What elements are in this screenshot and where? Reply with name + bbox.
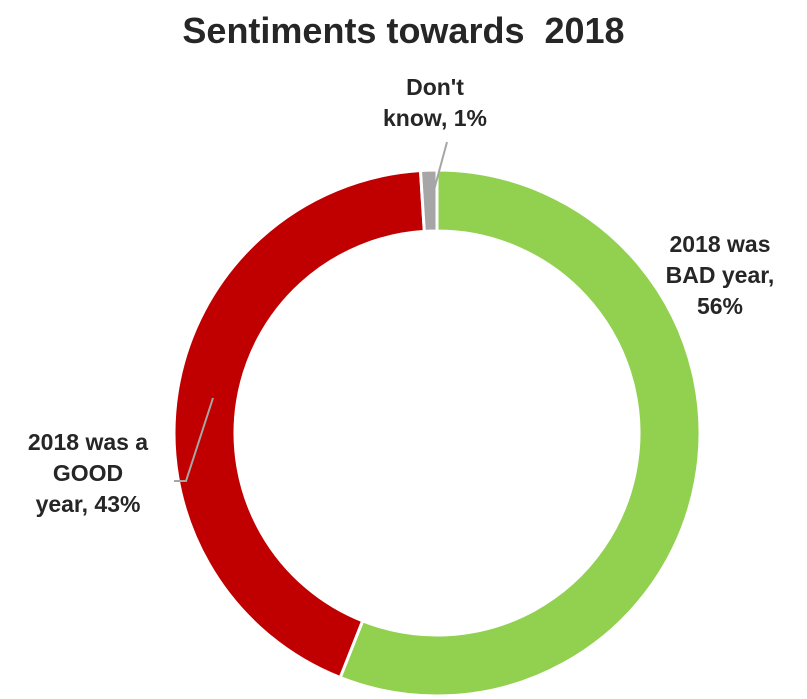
slice-label-line: 2018 was a [27, 429, 149, 455]
slice-dont-know [418, 168, 439, 233]
leader-line-dont-know [433, 141, 448, 191]
slice-label-line: year, 43% [35, 491, 141, 517]
leader-line-good-year [174, 397, 214, 482]
slice-label-line: 56% [696, 293, 744, 319]
chart-title: Sentiments towards 2018 [182, 10, 625, 51]
slice-label-bad-year: 2018 was BAD year, 56% [650, 229, 790, 322]
slice-label-line: BAD year, [665, 262, 775, 288]
slice-label-dont-know: Don't know, 1% [360, 72, 510, 134]
slice-label-line: know, 1% [383, 105, 487, 131]
slice-label-line: 2018 was [669, 231, 771, 257]
slice-good-year [172, 168, 426, 680]
slice-label-line: GOOD [52, 460, 124, 486]
slice-bad-year [338, 168, 702, 698]
slice-label-line: Don't [406, 74, 464, 100]
slice-label-good-year: 2018 was a GOOD year, 43% [2, 427, 174, 520]
